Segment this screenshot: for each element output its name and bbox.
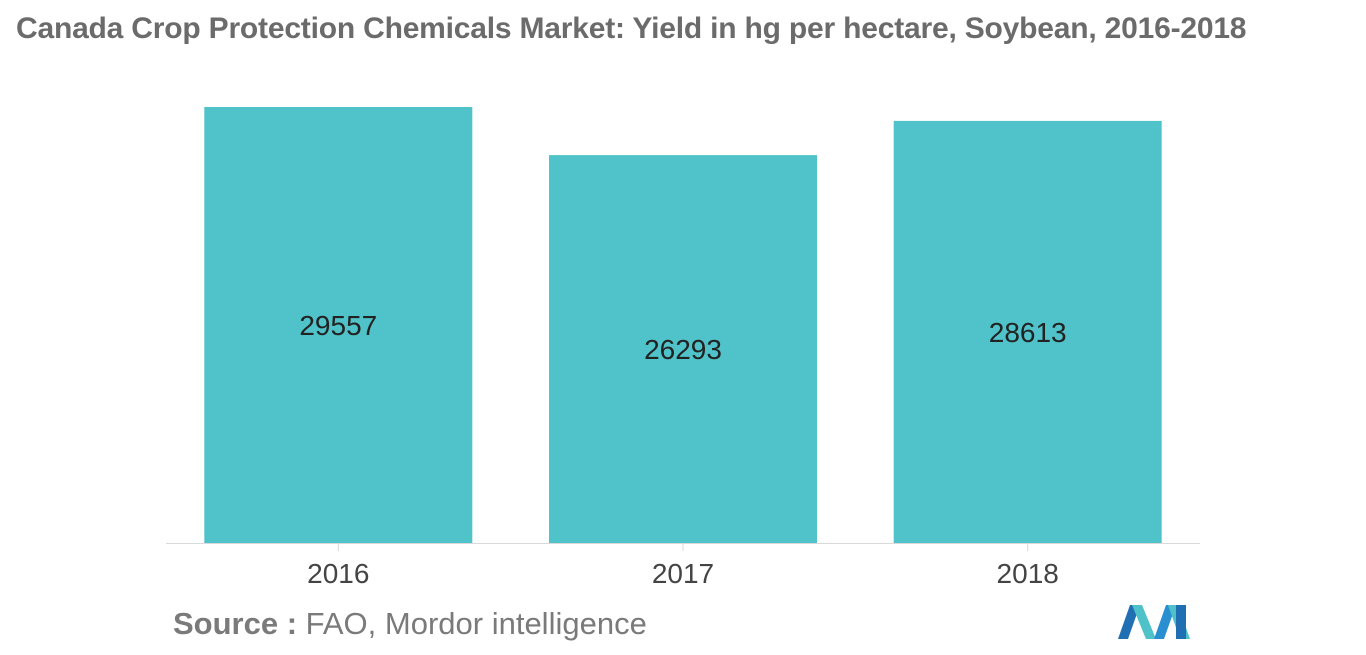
source-label: Source : <box>173 606 298 641</box>
x-tick-label-2017: 2017 <box>652 558 714 589</box>
chart-title: Canada Crop Protection Chemicals Market:… <box>16 12 1247 45</box>
bar-chart: 29557 2016 26293 2017 28613 2018 <box>166 107 1200 589</box>
source-text: FAO, Mordor intelligence <box>305 606 647 641</box>
bar-2016 <box>204 107 473 543</box>
bar-2018 <box>893 120 1162 544</box>
data-label-2016: 29557 <box>299 310 377 341</box>
data-label-2018: 28613 <box>989 317 1067 348</box>
data-label-2017: 26293 <box>644 334 722 365</box>
x-tick-label-2016: 2016 <box>307 558 369 589</box>
mordor-intelligence-logo-icon <box>1118 605 1190 639</box>
bar-2017 <box>549 155 817 543</box>
x-tick-label-2018: 2018 <box>997 558 1059 589</box>
source-note: Source : FAO, Mordor intelligence <box>173 606 647 642</box>
